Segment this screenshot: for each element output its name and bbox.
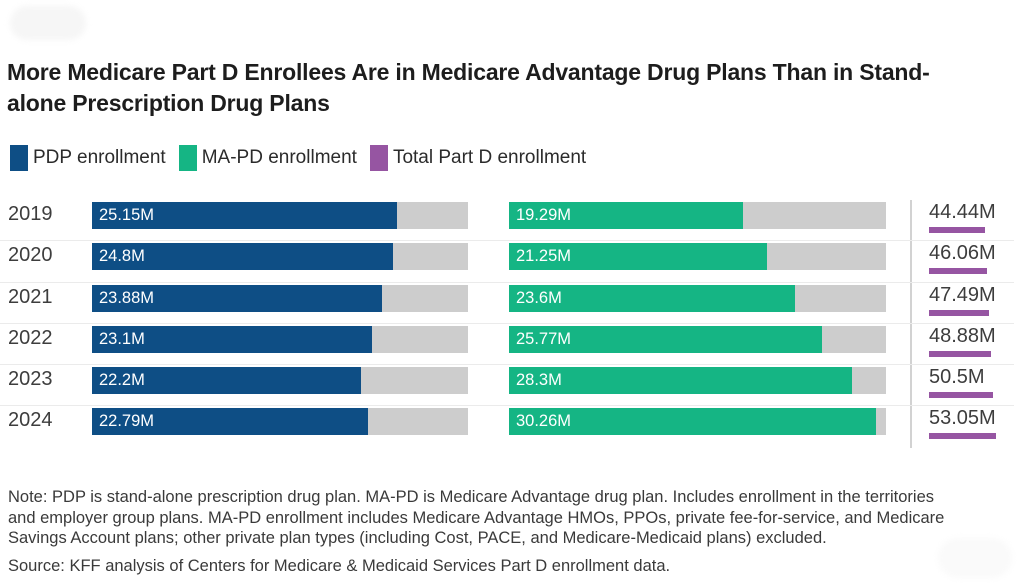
bar-chart: 2019 25.15M 19.29M 44.44M 2020 24.8M 21.25M 46.… [0,200,1014,449]
mapd-bar-track: 30.26M [509,408,886,436]
pdp-bar: 23.1M [92,325,373,353]
pdp-bar: 23.88M [92,284,382,312]
pdp-bar-value: 23.1M [99,329,145,348]
mapd-bar: 28.3M [509,367,853,395]
year-label: 2020 [8,244,53,267]
mapd-bar-track: 23.6M [509,284,886,312]
total-cell: 47.49M [929,283,996,316]
pdp-bar: 25.15M [92,202,397,229]
total-cell: 53.05M [929,406,996,440]
chart-row: 2024 22.79M 30.26M 53.05M [0,406,1014,447]
legend-swatch-icon [369,145,388,171]
legend-item: Total Part D enrollment [369,145,587,171]
pdp-bar-value: 23.88M [99,288,155,307]
chart-rows: 2019 25.15M 19.29M 44.44M 2020 24.8M 21.25M 46.… [0,200,1014,448]
chart-row: 2020 24.8M 21.25M 46.06M [0,241,1014,283]
blurred-logo-bottom-right [938,538,1012,578]
legend-label: MA-PD enrollment [201,147,357,168]
pdp-bar-value: 25.15M [99,206,155,224]
mapd-bar: 21.25M [509,243,767,271]
pdp-bar-track: 23.1M [92,325,468,353]
total-bar [929,392,993,399]
total-bar [929,268,988,275]
total-bar [929,227,986,233]
pdp-bar: 24.8M [92,243,393,271]
chart-row: 2022 23.1M 25.77M 48.88M [0,324,1014,366]
pdp-bar-track: 23.88M [92,284,468,312]
pdp-bar-track: 22.2M [92,367,468,395]
mapd-bar-value: 25.77M [516,329,572,348]
total-cell: 44.44M [929,200,996,233]
total-value: 53.05M [929,407,996,430]
mapd-bar-value: 19.29M [516,206,572,224]
mapd-bar-track: 19.29M [509,202,886,229]
year-label: 2022 [8,326,53,349]
chart-row: 2023 22.2M 28.3M 50.5M [0,365,1014,407]
mapd-bar-value: 23.6M [516,288,562,307]
legend-item: MA-PD enrollment [178,145,357,171]
chart-title: More Medicare Part D Enrollees Are in Me… [7,59,930,117]
mapd-bar-value: 21.25M [516,247,572,266]
mapd-bar-value: 30.26M [516,412,572,431]
mapd-bar: 23.6M [509,284,796,312]
mapd-bar-value: 28.3M [516,371,562,390]
legend-label: PDP enrollment [33,147,166,168]
mapd-bar: 25.77M [509,325,822,353]
mapd-bar: 30.26M [509,408,876,436]
pdp-bar-value: 24.8M [99,247,145,266]
pdp-bar: 22.79M [92,408,369,436]
total-value: 50.5M [929,366,985,389]
legend-label: Total Part D enrollment [392,147,587,168]
legend: PDP enrollment MA-PD enrollment Total Part… [10,145,586,171]
year-label: 2023 [8,368,53,391]
total-value: 44.44M [929,201,996,223]
chart-row: 2021 23.88M 23.6M 47.49M [0,283,1014,324]
chart-row: 2019 25.15M 19.29M 44.44M [0,200,1014,242]
legend-item: PDP enrollment [10,145,166,171]
total-cell: 46.06M [929,241,996,275]
mapd-bar-track: 21.25M [509,243,886,271]
total-bar [929,350,991,357]
total-cell: 48.88M [929,324,996,357]
year-label: 2024 [8,409,53,432]
blurred-logo-top-left [10,6,86,40]
totals-divider-line [910,200,912,448]
pdp-bar-track: 24.8M [92,243,468,271]
year-label: 2021 [8,285,53,308]
total-value: 47.49M [929,283,996,306]
mapd-bar-track: 28.3M [509,367,886,395]
pdp-bar-value: 22.79M [99,412,155,431]
note-text: Note: PDP is stand-alone prescription dr… [8,488,945,547]
total-bar [929,433,996,440]
pdp-bar: 22.2M [92,367,362,395]
legend-swatch-icon [178,145,197,171]
pdp-bar-value: 22.2M [99,371,145,390]
footnotes: Note: PDP is stand-alone prescription dr… [8,487,946,576]
total-cell: 50.5M [929,365,993,399]
total-value: 46.06M [929,242,996,265]
pdp-bar-track: 25.15M [92,202,468,229]
legend-swatch-icon [10,145,28,171]
mapd-bar: 19.29M [509,202,743,229]
mapd-bar-track: 25.77M [509,325,886,353]
source-text: Source: KFF analysis of Centers for Medi… [8,556,671,575]
total-value: 48.88M [929,324,996,347]
total-bar [929,309,989,316]
year-label: 2019 [8,203,53,225]
pdp-bar-track: 22.79M [92,408,468,436]
